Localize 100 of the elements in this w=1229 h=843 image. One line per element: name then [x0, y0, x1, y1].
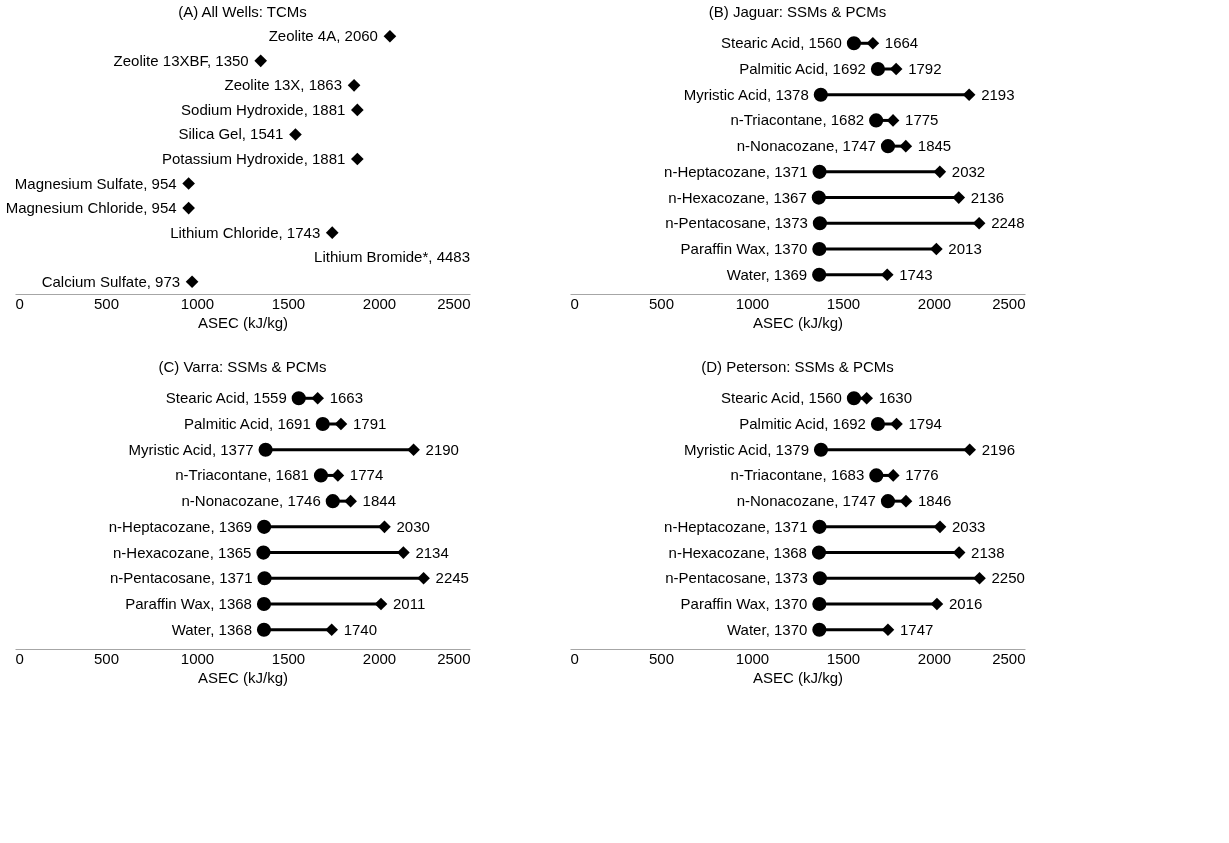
- y-tick-label: n-Triacontane, 1682: [730, 111, 865, 129]
- y-tick-label: Stearic Acid, 1559: [165, 389, 287, 407]
- x-tick-label: 2000: [362, 649, 397, 667]
- y-tick-label: n-Heptacozane, 1371: [664, 162, 808, 180]
- data-label: 2190: [425, 440, 459, 458]
- x-tick-label: 500: [93, 649, 120, 667]
- x-axis-title: ASEC (kJ/kg): [197, 668, 289, 686]
- x-tick-label: 1000: [180, 649, 215, 667]
- x-tick-label: 2000: [362, 294, 397, 312]
- y-tick-label: Paraffin Wax, 1370: [680, 240, 808, 257]
- y-tick-label: Palmitic Acid, 1692: [739, 415, 866, 432]
- x-tick-label: 2500: [437, 649, 471, 667]
- x-tick-label: 1500: [826, 294, 861, 312]
- y-tick-label: Magnesium Chloride, 954: [5, 199, 177, 217]
- y-tick-label: n-Hexacozane, 1365: [112, 543, 252, 561]
- x-tick-label: 1000: [735, 294, 770, 312]
- y-tick-label: Lithium Chloride, 1743: [170, 223, 321, 241]
- x-tick-label: 500: [93, 294, 120, 312]
- data-label: 2134: [415, 543, 449, 561]
- y-tick-label: n-Pentacosane, 1373: [665, 214, 808, 232]
- data-label: 1792: [908, 60, 942, 77]
- data-label: 1791: [352, 415, 387, 432]
- x-tick-label: 1500: [271, 294, 306, 312]
- y-tick-label: Stearic Acid, 1560: [721, 389, 842, 407]
- chart-title: (A) All Wells: TCMs: [178, 3, 307, 20]
- y-tick-label: n-Nonacozane, 1747: [736, 137, 876, 155]
- data-label: 2013: [948, 240, 982, 257]
- x-axis-title: ASEC (kJ/kg): [752, 668, 844, 686]
- y-tick-label: Water, 1369: [726, 265, 808, 283]
- x-tick-label: 0: [570, 294, 579, 312]
- y-tick-label: Paraffin Wax, 1368: [125, 595, 252, 612]
- x-tick-label: 2500: [437, 294, 471, 312]
- x-axis-title: ASEC (kJ/kg): [197, 313, 289, 331]
- x-tick-label: 2000: [917, 649, 952, 667]
- data-label: 1630: [878, 389, 913, 407]
- y-tick-label: Paraffin Wax, 1370: [680, 595, 808, 612]
- data-label: 2136: [970, 188, 1005, 206]
- y-tick-label: n-Pentacosane, 1373: [665, 569, 808, 587]
- x-axis-title: ASEC (kJ/kg): [752, 313, 844, 331]
- x-tick-label: 2000: [917, 294, 952, 312]
- y-tick-label: Myristic Acid, 1379: [683, 440, 809, 458]
- data-label: 1747: [899, 620, 934, 638]
- y-tick-label: Calcium Sulfate, 973: [41, 272, 181, 290]
- data-label: 2138: [971, 543, 1005, 561]
- y-tick-label: Zeolite 13XBF, 1350: [113, 51, 249, 69]
- y-tick-label: Stearic Acid, 1560: [721, 34, 842, 52]
- data-label: 1845: [917, 137, 952, 155]
- data-label: 1743: [899, 265, 933, 283]
- data-label: 1776: [905, 466, 939, 484]
- data-label: 1794: [908, 415, 942, 432]
- x-tick-label: 2500: [992, 294, 1026, 312]
- x-tick-label: 2500: [992, 649, 1026, 667]
- x-tick-label: 500: [648, 649, 675, 667]
- data-label: 1774: [349, 466, 384, 484]
- chart-title: (B) Jaguar: SSMs & PCMs: [708, 3, 887, 20]
- data-label: 1846: [917, 492, 952, 510]
- y-tick-label: n-Triacontane, 1681: [175, 466, 309, 484]
- y-tick-label: n-Nonacozane, 1747: [736, 492, 876, 510]
- y-tick-label: Water, 1370: [727, 620, 808, 638]
- data-label: 1844: [362, 492, 396, 510]
- y-tick-label: n-Hexacozane, 1367: [668, 188, 807, 206]
- data-label: 1740: [343, 620, 378, 638]
- y-tick-label: Myristic Acid, 1378: [683, 85, 809, 103]
- data-label: 1664: [884, 34, 919, 52]
- y-tick-label: n-Hexacozane, 1368: [668, 543, 807, 561]
- x-tick-label: 0: [570, 649, 579, 667]
- data-label: 2033: [952, 517, 986, 535]
- x-tick-label: 0: [15, 649, 24, 667]
- y-tick-label: n-Triacontane, 1683: [730, 466, 865, 484]
- chart-title: (D) Peterson: SSMs & PCMs: [701, 358, 894, 375]
- chart-title: (C) Varra: SSMs & PCMs: [158, 358, 327, 375]
- data-label: 2250: [991, 569, 1025, 587]
- y-tick-label: n-Heptacozane, 1369: [108, 517, 253, 535]
- y-tick-label: n-Pentacosane, 1371: [109, 569, 253, 587]
- data-label: 2245: [435, 569, 469, 587]
- y-tick-label: Zeolite 13X, 1863: [224, 76, 343, 94]
- y-tick-label: Silica Gel, 1541: [178, 125, 284, 143]
- y-tick-label: Palmitic Acid, 1691: [184, 415, 311, 432]
- y-tick-label: Zeolite 4A, 2060: [268, 27, 378, 45]
- data-label: 1775: [905, 111, 939, 129]
- data-label: 2030: [396, 517, 430, 535]
- y-tick-label: Lithium Bromide*, 4483: [314, 248, 470, 266]
- x-tick-label: 500: [648, 294, 675, 312]
- y-tick-label: Potassium Hydroxide, 1881: [161, 150, 346, 167]
- x-tick-label: 1000: [180, 294, 215, 312]
- data-label: 2248: [991, 214, 1025, 232]
- x-tick-label: 1000: [735, 649, 770, 667]
- y-tick-label: n-Heptacozane, 1371: [664, 517, 808, 535]
- data-label: 2193: [981, 85, 1015, 103]
- data-label: 2016: [948, 595, 983, 612]
- y-tick-label: Palmitic Acid, 1692: [739, 60, 866, 77]
- data-label: 1663: [329, 389, 364, 407]
- y-tick-label: Myristic Acid, 1377: [128, 440, 254, 458]
- x-tick-label: 0: [15, 294, 24, 312]
- data-label: 2011: [393, 595, 426, 612]
- y-tick-label: Water, 1368: [171, 620, 252, 638]
- y-tick-label: n-Nonacozane, 1746: [181, 492, 321, 510]
- y-tick-label: Sodium Hydroxide, 1881: [181, 100, 346, 118]
- data-label: 2196: [981, 440, 1016, 458]
- x-tick-label: 1500: [271, 649, 306, 667]
